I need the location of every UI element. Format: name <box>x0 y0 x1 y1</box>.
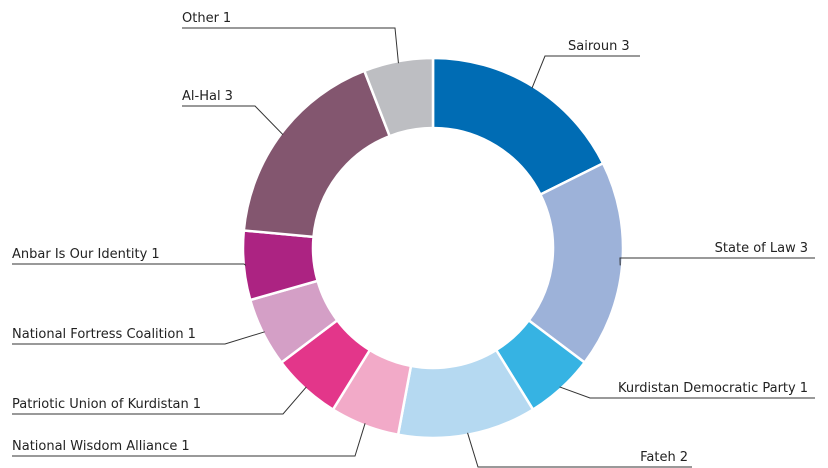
label-name: State of Law <box>715 241 796 256</box>
label-name: Kurdistan Democratic Party <box>618 381 796 396</box>
donut-segment <box>242 69 392 239</box>
label-name: Other <box>182 11 220 26</box>
segment-label: Sairoun 3 <box>568 39 630 54</box>
leader-line <box>531 55 640 89</box>
label-name: Anbar Is Our Identity <box>12 247 148 262</box>
donut-segment <box>362 56 435 138</box>
label-name: National Fortress Coalition <box>12 327 184 342</box>
segment-label: Other 1 <box>182 11 231 26</box>
label-value: 3 <box>225 89 233 104</box>
label-name: National Wisdom Alliance <box>12 439 177 454</box>
donut-segment <box>431 56 605 197</box>
segment-label: Fateh 2 <box>640 450 688 465</box>
segment-label: Patriotic Union of Kurdistan 1 <box>12 397 201 412</box>
leader-line <box>12 423 366 457</box>
segment-label: State of Law 3 <box>715 241 808 256</box>
label-value: 3 <box>800 241 808 256</box>
leader-line <box>12 263 247 266</box>
leader-line <box>182 105 284 136</box>
label-value: 1 <box>800 381 808 396</box>
leader-line <box>559 386 815 399</box>
label-value: 1 <box>181 439 189 454</box>
label-name: Al-Hal <box>182 89 221 104</box>
label-value: 1 <box>193 397 201 412</box>
segment-label: Al-Hal 3 <box>182 89 233 104</box>
label-value: 1 <box>151 247 159 262</box>
segment-label: Anbar Is Our Identity 1 <box>12 247 160 262</box>
label-name: Patriotic Union of Kurdistan <box>12 397 189 412</box>
segment-label: National Fortress Coalition 1 <box>12 327 196 342</box>
label-value: 3 <box>621 39 629 54</box>
label-name: Fateh <box>640 450 676 465</box>
leader-line <box>182 27 399 64</box>
label-name: Sairoun <box>568 39 617 54</box>
label-value: 2 <box>680 450 688 465</box>
segment-label: Kurdistan Democratic Party 1 <box>618 381 808 396</box>
leader-line <box>12 331 265 345</box>
leader-line <box>619 257 815 266</box>
label-value: 1 <box>188 327 196 342</box>
label-value: 1 <box>223 11 231 26</box>
leader-line <box>12 386 307 415</box>
leader-line <box>467 432 692 468</box>
segment-label: National Wisdom Alliance 1 <box>12 439 190 454</box>
